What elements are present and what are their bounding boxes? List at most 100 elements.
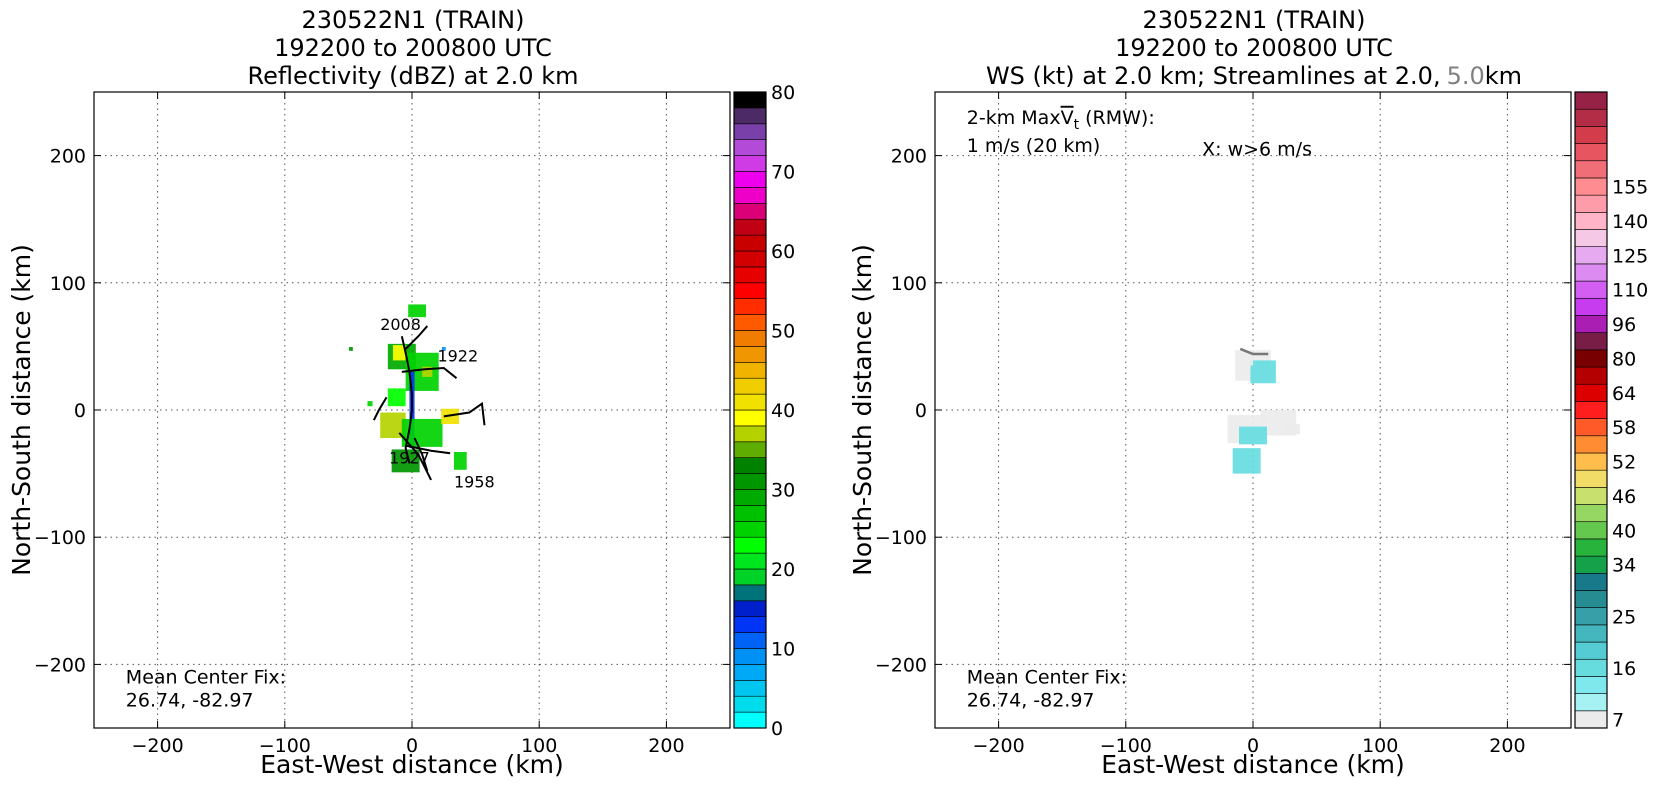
- colorbar-tick-label: 52: [1612, 452, 1636, 474]
- left-title-line2: 192200 to 200800 UTC: [274, 34, 552, 62]
- left-xlabel: East-West distance (km): [260, 750, 564, 779]
- colorbar-segment: [733, 409, 767, 427]
- colorbar-segment: [733, 441, 767, 458]
- left-axis-ticks: −200 −100 0 100 200 −200 −100 0 100 200: [34, 92, 730, 757]
- colorbar-segment: [733, 171, 767, 188]
- y-tick-label: −100: [875, 527, 927, 549]
- colorbar-segment: [733, 203, 767, 220]
- x-tick-label: 0: [1247, 735, 1259, 757]
- colorbar-segment: [733, 91, 767, 109]
- y-tick-label: 100: [891, 273, 927, 295]
- colorbar-segment: [1574, 572, 1608, 591]
- y-tick-label: −200: [34, 654, 86, 676]
- colorbar-segment: [1574, 435, 1608, 454]
- colorbar-tick-label: 64: [1612, 383, 1636, 405]
- colorbar-segment: [733, 616, 767, 633]
- colorbar-segment: [1574, 143, 1608, 162]
- right-title-main: WS (kt) at 2.0 km; Streamlines at 2.0,: [986, 62, 1441, 90]
- colorbar-segment: [733, 584, 767, 602]
- y-tick-label: −200: [875, 654, 927, 676]
- colorbar-segment: [733, 425, 767, 443]
- x-tick-label: −100: [259, 735, 311, 757]
- colorbar-segment: [1574, 91, 1608, 110]
- flight-track: [372, 396, 388, 421]
- colorbar-segment: [733, 632, 767, 649]
- colorbar-tick-label: 110: [1612, 280, 1648, 302]
- wind-cell: [1282, 423, 1301, 435]
- colorbar-tick-label: 70: [771, 162, 795, 184]
- y-tick-label: 100: [50, 273, 86, 295]
- right-title-line3: WS (kt) at 2.0 km; Streamlines at 2.0, 5.…: [986, 62, 1522, 90]
- wind-speed-panel: 230522N1 (TRAIN) 192200 to 200800 UTC WS…: [848, 6, 1648, 779]
- echo-cell: [349, 347, 353, 351]
- colorbar-segment: [733, 218, 767, 236]
- colorbar-segment: [1574, 624, 1608, 643]
- flight-time-label: 1958: [454, 473, 495, 492]
- reflectivity-colorbar: 0 10 20 30 40 50 60 70 80: [733, 82, 795, 740]
- wind-speed-colorbar: 7 16 25 34 40 46 52 58 64 80 96 110 125 140 155: [1574, 91, 1648, 731]
- flight-time-label: 1927: [389, 448, 430, 467]
- colorbar-segment: [1574, 263, 1608, 282]
- echo-cell: [441, 347, 446, 351]
- colorbar-segment: [733, 314, 767, 331]
- colorbar-tick-label: 80: [1612, 348, 1636, 370]
- colorbar-tick-label: 60: [771, 241, 795, 263]
- colorbar-tick-label: 0: [771, 718, 783, 740]
- left-title-line3: Reflectivity (dBZ) at 2.0 km: [248, 62, 579, 90]
- colorbar-segment: [1574, 194, 1608, 213]
- colorbar-segment: [733, 536, 767, 554]
- y-tick-label: 0: [915, 400, 927, 422]
- streamlines: [1239, 347, 1269, 356]
- colorbar-segment: [733, 187, 767, 204]
- left-ylabel: North-South distance (km): [7, 244, 36, 576]
- annotation-text: 26.74, -82.97: [126, 689, 254, 711]
- flight-time-label: 2008: [380, 315, 421, 334]
- colorbar-segment: [1574, 212, 1608, 230]
- x-tick-label: 200: [648, 735, 684, 757]
- colorbar-frame: [733, 91, 767, 729]
- colorbar-tick-label: 34: [1612, 555, 1636, 577]
- colorbar-segment: [733, 107, 767, 125]
- wind-cell: [1250, 360, 1276, 384]
- flight-track: [413, 437, 429, 472]
- colorbar-segment: [733, 377, 767, 395]
- colorbar-segment: [1574, 108, 1608, 127]
- colorbar-tick-label: 40: [771, 400, 795, 422]
- colorbar-segment: [733, 552, 767, 570]
- streamline: [1239, 347, 1269, 356]
- reflectivity-echoes: [349, 304, 467, 473]
- colorbar-segment: [733, 282, 767, 299]
- colorbar-segment: [1574, 590, 1608, 608]
- reflectivity-panel: 230522N1 (TRAIN) 192200 to 200800 UTC Re…: [7, 6, 795, 779]
- colorbar-tick-label: 7: [1612, 709, 1624, 731]
- colorbar-segment: [733, 361, 767, 379]
- flight-track: [443, 401, 486, 426]
- colorbar-segment: [733, 664, 767, 681]
- colorbar-segment: [1574, 383, 1608, 402]
- annotation-text: 2-km MaxVt (RMW):: [967, 107, 1155, 133]
- colorbar-segment: [1574, 555, 1608, 574]
- colorbar-segment: [1574, 521, 1608, 540]
- x-tick-label: 100: [521, 735, 557, 757]
- right-xlabel: East-West distance (km): [1101, 750, 1405, 779]
- left-gridlines: [94, 92, 730, 728]
- colorbar-segment: [733, 298, 767, 315]
- x-tick-label: 100: [1362, 735, 1398, 757]
- annotation-text: 26.74, -82.97: [967, 689, 1095, 711]
- colorbar-segment: [1574, 418, 1608, 437]
- colorbar-segment: [1574, 177, 1608, 196]
- y-tick-label: 200: [50, 146, 86, 168]
- colorbar-segment: [733, 139, 767, 156]
- colorbar-segment: [733, 505, 767, 522]
- colorbar-segment: [1574, 126, 1608, 144]
- colorbar-segment: [1574, 315, 1608, 333]
- flight-track: [398, 432, 432, 481]
- colorbar-tick-label: 25: [1612, 606, 1636, 628]
- right-axis-ticks: −200 −100 0 100 200 −200 −100 0 100 200: [875, 92, 1571, 757]
- colorbar-segment: [733, 520, 767, 538]
- left-title-line1: 230522N1 (TRAIN): [301, 6, 524, 34]
- colorbar-tick-label: 20: [771, 559, 795, 581]
- flight-track: [401, 367, 458, 379]
- colorbar-segment: [1574, 401, 1608, 419]
